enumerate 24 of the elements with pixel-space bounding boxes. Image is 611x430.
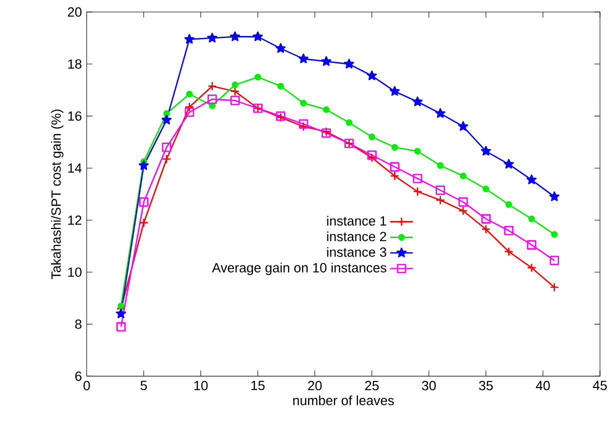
x-tick-label: 10 — [194, 381, 208, 391]
y-tick-label: 18 — [68, 60, 82, 69]
y-tick-label: 6 — [75, 372, 82, 382]
legend-label: Average gain on 10 instances — [212, 262, 386, 276]
x-axis-title: number of leaves — [293, 396, 394, 406]
y-tick-label: 8 — [75, 320, 82, 330]
x-tick-label: 5 — [140, 381, 147, 390]
x-tick-label: 15 — [251, 381, 265, 390]
y-tick-label: 14 — [68, 164, 82, 173]
legend-label: instance 3 — [327, 247, 386, 258]
x-tick-label: 35 — [479, 381, 493, 391]
x-tick-label: 40 — [536, 381, 550, 391]
y-axis-title: Takahashi/SPT cost gain (%) — [51, 110, 64, 280]
legend-label: instance 1 — [327, 216, 386, 226]
x-tick-label: 30 — [422, 381, 436, 391]
x-tick-label: 20 — [308, 381, 322, 391]
y-tick-label: 10 — [68, 268, 82, 278]
x-tick-label: 0 — [84, 381, 90, 391]
legend-label: instance 2 — [327, 232, 386, 242]
y-tick-label: 12 — [68, 216, 82, 225]
y-tick-label: 16 — [68, 112, 82, 121]
y-tick-label: 20 — [68, 8, 82, 17]
x-tick-label: 25 — [365, 381, 379, 391]
x-tick-label: 45 — [592, 381, 607, 390]
